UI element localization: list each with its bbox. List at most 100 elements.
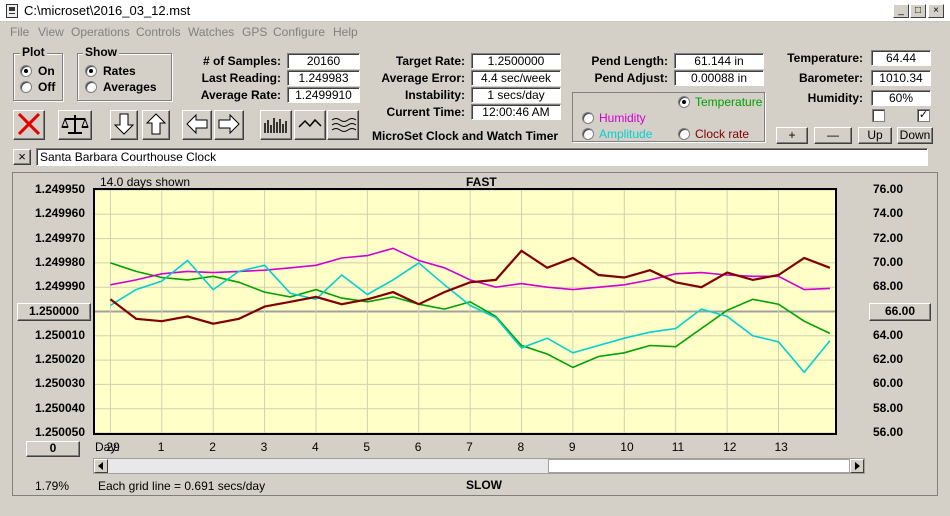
bars-view-button[interactable]: [260, 110, 292, 140]
arrow-down-button[interactable]: [110, 110, 138, 140]
zero-button[interactable]: 0: [26, 441, 80, 457]
day-tick-label: 6: [414, 440, 422, 454]
right-tick-label: 76.00: [873, 182, 904, 196]
title-bar: C:\microset\2016_03_12.mst _ □ ×: [0, 0, 950, 22]
maximize-button[interactable]: □: [910, 4, 926, 18]
average-rate-value: 1.2499910: [287, 87, 360, 103]
pend-length-value: 61.144 in: [674, 53, 764, 69]
plot-off-label: Off: [38, 80, 56, 94]
menu-help[interactable]: Help: [333, 25, 358, 39]
series-amplitude: [109, 259, 831, 374]
amplitude-option-label: Amplitude: [599, 127, 653, 141]
day-tick-label: 11: [671, 440, 685, 454]
line-view-button[interactable]: [294, 110, 326, 140]
pend-adjust-label: Pend Adjust:: [594, 71, 668, 85]
temperature-radio[interactable]: [678, 96, 690, 108]
target-rate-value: 1.2500000: [471, 53, 561, 69]
show-group: [77, 53, 172, 101]
days-shown-label: 14.0 days shown: [100, 175, 191, 189]
bar-graph-icon: [264, 118, 287, 133]
left-tick-label: 1.249990: [34, 279, 85, 294]
current-time-value: 12:00:46 AM: [471, 104, 561, 120]
last-reading-label: Last Reading:: [201, 71, 281, 85]
humidity-value: 60%: [871, 90, 931, 106]
close-button[interactable]: ×: [928, 4, 944, 18]
clock-name-field[interactable]: Santa Barbara Courthouse Clock: [36, 148, 928, 166]
humidity-radio[interactable]: [582, 112, 594, 124]
arrow-right-button[interactable]: [214, 110, 244, 140]
current-time-label: Current Time:: [386, 105, 465, 119]
menu-configure[interactable]: Configure: [273, 25, 326, 39]
center-temp-button[interactable]: 66.00: [869, 303, 931, 321]
series-humidity: [110, 247, 830, 291]
down-button[interactable]: Down: [897, 127, 933, 144]
show-rates-radio[interactable]: [85, 65, 97, 77]
right-tick-label: 70.00: [873, 254, 904, 269]
humidity-option-label: Humidity: [599, 111, 646, 125]
right-tick-label: 68.00: [873, 279, 904, 294]
average-error-value: 4.4 sec/week: [471, 70, 561, 86]
day-tick-label: 4: [311, 440, 319, 454]
target-rate-label: Target Rate:: [395, 54, 465, 68]
right-tick-label: 64.00: [873, 327, 904, 342]
wave-icon: [331, 118, 357, 132]
samples-value: 20160: [287, 53, 360, 69]
plot-area: [93, 188, 837, 435]
samples-label: # of Samples:: [202, 54, 281, 68]
pend-length-label: Pend Length:: [591, 54, 668, 68]
close-clock-button[interactable]: ×: [13, 149, 31, 165]
fast-label: FAST: [466, 175, 497, 189]
scale-button[interactable]: [58, 110, 92, 140]
minimize-button[interactable]: _: [893, 4, 909, 18]
last-reading-value: 1.249983: [287, 70, 360, 86]
arrow-left-icon: [186, 113, 208, 135]
menu-file[interactable]: File: [10, 25, 30, 39]
day-tick-label: 12: [723, 440, 737, 454]
series-temperature: [110, 262, 831, 369]
arrow-up-button[interactable]: [142, 110, 170, 140]
arrow-right-icon: [218, 113, 240, 135]
menu-controls[interactable]: Controls: [136, 25, 181, 39]
option-checkbox-1[interactable]: [872, 109, 885, 122]
day-tick-label: 5: [363, 440, 371, 454]
arrow-left-button[interactable]: [182, 110, 212, 140]
center-rate-button[interactable]: 1.250000: [17, 303, 91, 321]
temperature-value: 64.44: [871, 50, 931, 66]
window-title: C:\microset\2016_03_12.mst: [24, 3, 191, 18]
menu-bar: File View Operations Controls Watches GP…: [0, 23, 950, 41]
grid-info-label: Each grid line = 0.691 secs/day: [98, 479, 266, 493]
clear-button[interactable]: [13, 110, 45, 140]
plot-off-radio[interactable]: [20, 81, 32, 93]
plot-on-radio[interactable]: [20, 65, 32, 77]
minus-button[interactable]: —: [814, 127, 852, 144]
right-tick-label: 62.00: [873, 352, 904, 367]
left-tick-label: 1.249980: [34, 254, 85, 269]
clock-rate-radio[interactable]: [678, 128, 690, 140]
instability-value: 1 secs/day: [471, 87, 561, 103]
show-averages-radio[interactable]: [85, 81, 97, 93]
scroll-thumb[interactable]: [548, 459, 850, 473]
amplitude-radio[interactable]: [582, 128, 594, 140]
sensor-select-box: [572, 92, 765, 142]
left-tick-label: 1.250050: [34, 425, 85, 439]
scroll-left-arrow[interactable]: [94, 459, 108, 473]
scroll-right-arrow[interactable]: [850, 459, 864, 473]
up-button[interactable]: Up: [858, 127, 892, 144]
right-tick-label: 74.00: [873, 206, 904, 221]
wave-view-button[interactable]: [327, 110, 359, 140]
option-checkbox-2[interactable]: ✓: [917, 109, 930, 122]
horizontal-scrollbar[interactable]: [93, 458, 865, 474]
instability-label: Instability:: [404, 88, 465, 102]
line-graph-icon: [298, 118, 322, 128]
menu-gps[interactable]: GPS: [242, 25, 268, 39]
series-clock-rate: [109, 249, 831, 325]
day-tick-label: 10: [620, 440, 634, 454]
triangle-right-icon: [855, 462, 860, 470]
menu-view[interactable]: View: [38, 25, 64, 39]
menu-watches[interactable]: Watches: [188, 25, 235, 39]
left-tick-label: 1.249950: [34, 182, 85, 196]
left-tick-label: 1.250010: [34, 327, 85, 342]
menu-operations[interactable]: Operations: [71, 25, 130, 39]
plot-group-title: Plot: [20, 45, 47, 59]
plus-button[interactable]: +: [776, 127, 808, 144]
